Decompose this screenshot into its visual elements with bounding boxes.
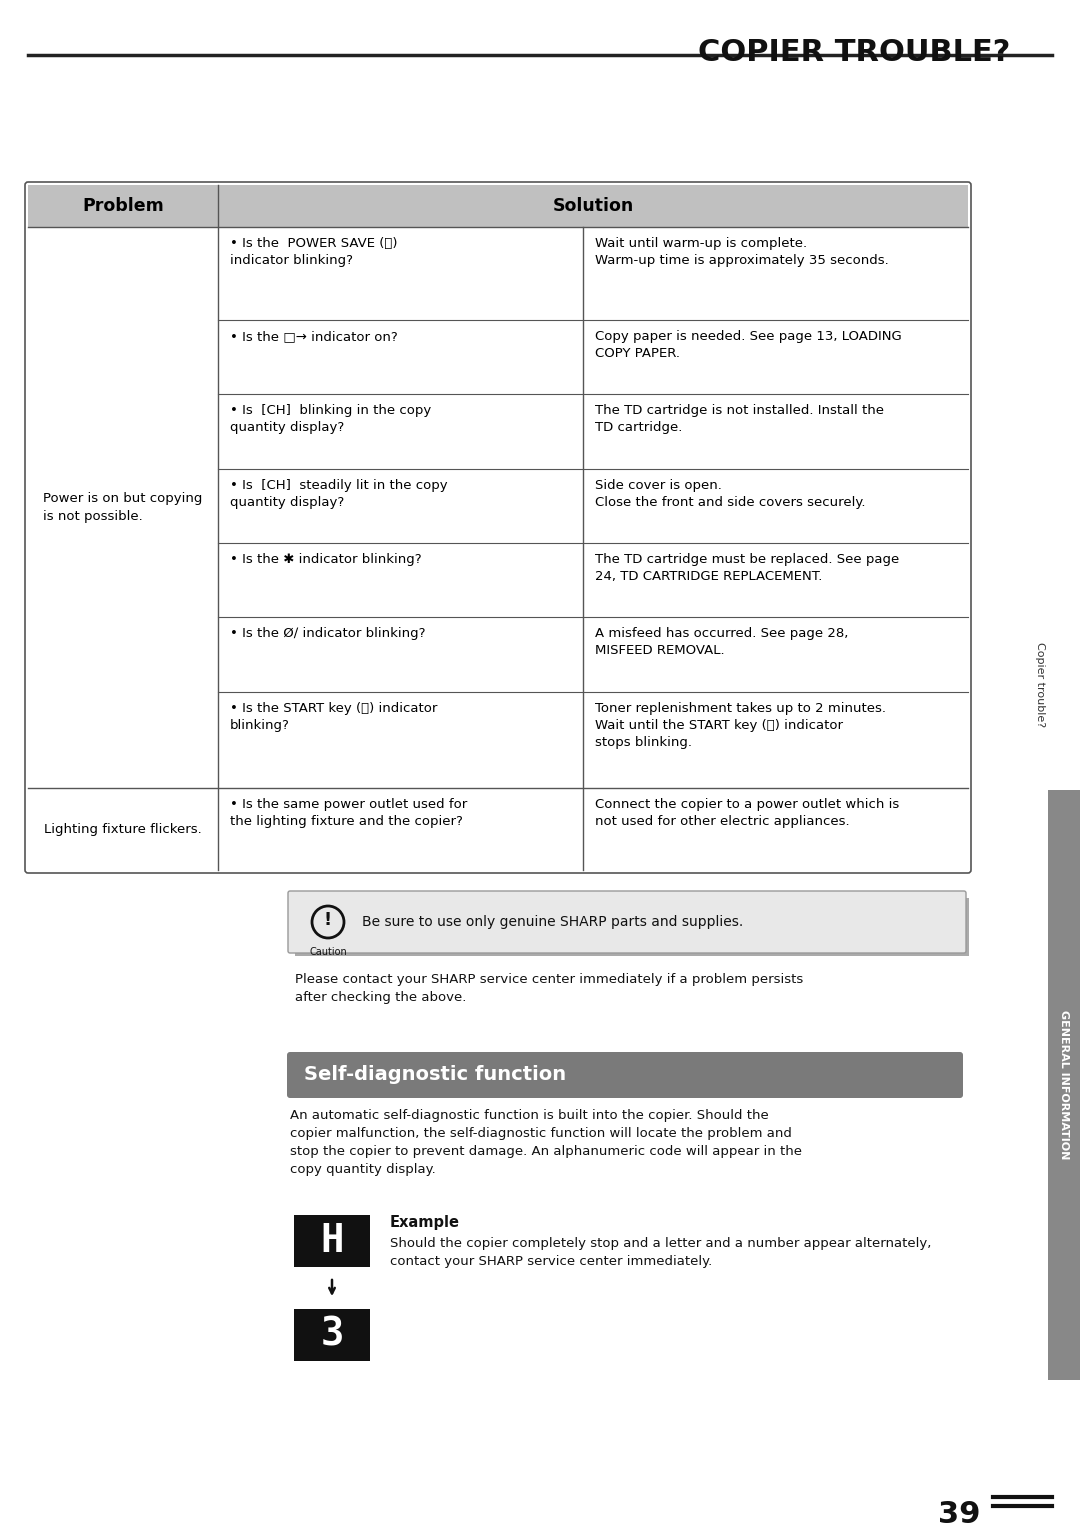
Text: • Is the Ø∕ indicator blinking?: • Is the Ø∕ indicator blinking?: [230, 627, 426, 641]
Text: Lighting fixture flickers.: Lighting fixture flickers.: [44, 823, 202, 836]
Text: • Is the START key (ⓢ) indicator
blinking?: • Is the START key (ⓢ) indicator blinkin…: [230, 702, 437, 731]
Bar: [295, 897, 969, 955]
Bar: [28, 185, 968, 227]
Text: Toner replenishment takes up to 2 minutes.
Wait until the START key (ⓢ) indicato: Toner replenishment takes up to 2 minute…: [595, 702, 886, 749]
Text: Problem: Problem: [82, 197, 164, 215]
Text: GENERAL INFORMATION: GENERAL INFORMATION: [1059, 1010, 1069, 1160]
FancyBboxPatch shape: [25, 182, 971, 873]
Text: Connect the copier to a power outlet which is
not used for other electric applia: Connect the copier to a power outlet whi…: [595, 798, 900, 829]
Text: 3: 3: [321, 1315, 343, 1354]
Bar: [1048, 790, 1080, 1380]
Text: Copier trouble?: Copier trouble?: [1035, 642, 1045, 728]
Text: Solution: Solution: [552, 197, 634, 215]
Text: A misfeed has occurred. See page 28,
MISFEED REMOVAL.: A misfeed has occurred. See page 28, MIS…: [595, 627, 849, 658]
Text: Self-diagnostic function: Self-diagnostic function: [303, 1065, 566, 1085]
Text: Copy paper is needed. See page 13, LOADING
COPY PAPER.: Copy paper is needed. See page 13, LOADI…: [595, 330, 902, 360]
Text: !: !: [324, 911, 332, 929]
Text: The TD cartridge must be replaced. See page
24, TD CARTRIDGE REPLACEMENT.: The TD cartridge must be replaced. See p…: [595, 552, 900, 583]
Text: Side cover is open.
Close the front and side covers securely.: Side cover is open. Close the front and …: [595, 479, 865, 508]
FancyBboxPatch shape: [287, 1051, 963, 1099]
Text: Example: Example: [390, 1215, 460, 1230]
Text: 39: 39: [937, 1500, 980, 1526]
Text: H: H: [321, 1222, 343, 1260]
Text: Wait until warm-up is complete.
Warm-up time is approximately 35 seconds.: Wait until warm-up is complete. Warm-up …: [595, 237, 889, 267]
Text: • Is the ✱ indicator blinking?: • Is the ✱ indicator blinking?: [230, 552, 421, 566]
Text: Be sure to use only genuine SHARP parts and supplies.: Be sure to use only genuine SHARP parts …: [362, 916, 743, 929]
Text: The TD cartridge is not installed. Install the
TD cartridge.: The TD cartridge is not installed. Insta…: [595, 404, 885, 435]
Text: • Is the  POWER SAVE (ⓦ)
indicator blinking?: • Is the POWER SAVE (ⓦ) indicator blinki…: [230, 237, 397, 267]
Text: • Is  [CH]  blinking in the copy
quantity display?: • Is [CH] blinking in the copy quantity …: [230, 404, 431, 435]
Text: COPIER TROUBLE?: COPIER TROUBLE?: [698, 38, 1010, 67]
Text: • Is the same power outlet used for
the lighting fixture and the copier?: • Is the same power outlet used for the …: [230, 798, 468, 829]
Text: Should the copier completely stop and a letter and a number appear alternately,
: Should the copier completely stop and a …: [390, 1238, 931, 1268]
Text: An automatic self-diagnostic function is built into the copier. Should the
copie: An automatic self-diagnostic function is…: [291, 1109, 802, 1177]
Bar: [294, 1215, 370, 1267]
Text: • Is  [CH]  steadily lit in the copy
quantity display?: • Is [CH] steadily lit in the copy quant…: [230, 479, 447, 508]
Text: Caution: Caution: [309, 948, 347, 957]
FancyBboxPatch shape: [288, 891, 966, 954]
Text: Please contact your SHARP service center immediately if a problem persists
after: Please contact your SHARP service center…: [295, 974, 804, 1004]
Bar: [294, 1309, 370, 1361]
Text: Power is on but copying
is not possible.: Power is on but copying is not possible.: [43, 491, 203, 523]
Text: • Is the □→ indicator on?: • Is the □→ indicator on?: [230, 330, 397, 343]
